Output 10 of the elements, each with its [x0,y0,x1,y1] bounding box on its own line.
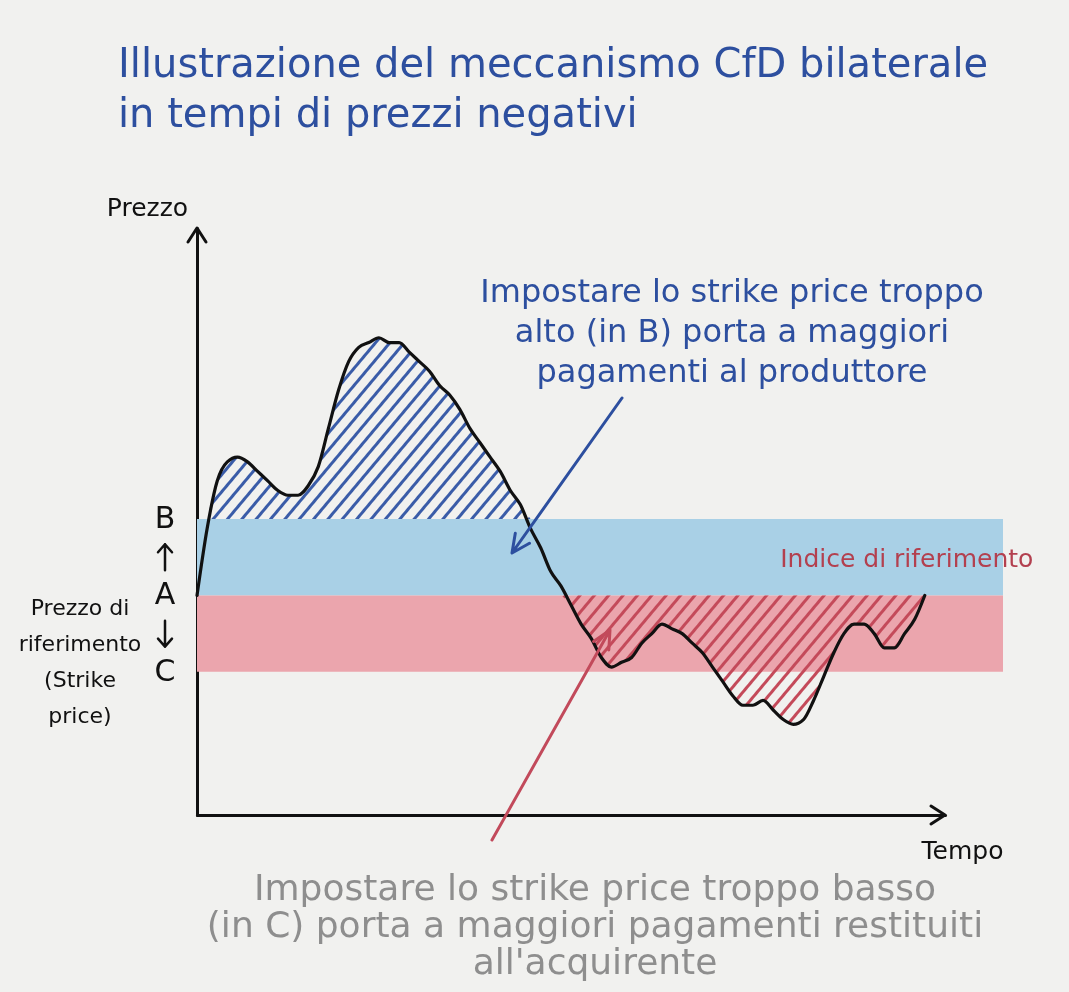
x-axis-title: Tempo [920,835,1004,865]
text: A [154,576,176,612]
text: C [154,652,176,688]
series-label: Indice di riferimento [780,544,1034,574]
text: Impostare lo strike price troppo basso (in C) porta a maggiori pagamenti restituiti all'acquirente [206,867,984,982]
annotation: Impostare lo strike price troppo alto (in B) porta a maggiori pagamenti al produttore [480,272,984,390]
y-axis-title: Prezzo [106,192,189,222]
chart-title: Illustrazione del meccanismo CfD bilaterale in tempi di prezzi negativi [118,40,989,136]
text: B [154,500,176,536]
text: Prezzo di riferimento (Strike price) [18,595,142,729]
